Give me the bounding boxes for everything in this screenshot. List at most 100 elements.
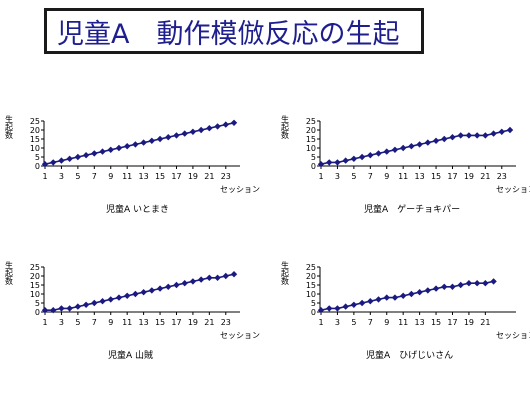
data-point: [358, 153, 366, 161]
data-point: [165, 134, 172, 141]
data-point: [416, 141, 423, 148]
data-point: [490, 130, 497, 137]
x-tick-label: 17: [171, 172, 181, 181]
data-point: [358, 299, 366, 307]
data-point: [50, 159, 57, 166]
data-point: [482, 132, 489, 139]
y-tick-label: 20: [30, 126, 40, 135]
data-point: [91, 299, 98, 307]
data-point: [197, 276, 205, 283]
y-axis-label: 生起数: [281, 114, 290, 140]
data-point: [334, 305, 341, 312]
data-point: [115, 144, 123, 152]
data-point: [334, 159, 341, 166]
data-point: [416, 289, 423, 296]
data-point: [82, 152, 90, 159]
x-tick-label: 5: [75, 172, 80, 181]
data-point: [148, 137, 156, 144]
y-tick-label: 0: [35, 162, 40, 171]
x-tick-label: 19: [464, 318, 474, 327]
data-point: [399, 292, 407, 299]
x-tick-label: 1: [42, 318, 47, 327]
x-tick-label: 9: [108, 318, 113, 327]
x-tick-label: 7: [368, 318, 373, 327]
data-point: [424, 287, 432, 294]
x-tick-label: 23: [221, 172, 231, 181]
data-point: [58, 157, 65, 164]
data-point: [498, 128, 505, 135]
x-tick-label: 21: [480, 318, 490, 327]
data-point: [367, 298, 374, 305]
data-point: [181, 280, 188, 287]
data-point: [123, 143, 131, 150]
data-point: [189, 278, 197, 285]
y-tick-label: 5: [35, 153, 40, 162]
data-point: [465, 280, 473, 287]
data-point: [189, 128, 197, 135]
x-tick-label: 11: [398, 172, 408, 181]
data-point: [206, 125, 213, 132]
x-axis-label: セッション: [496, 185, 530, 194]
y-tick-label: 25: [30, 263, 40, 272]
x-tick-label: 9: [108, 172, 113, 181]
data-point: [432, 137, 440, 144]
x-tick-label: 21: [204, 318, 214, 327]
y-tick-label: 0: [311, 308, 316, 317]
data-point: [132, 141, 139, 148]
x-tick-label: 9: [384, 318, 389, 327]
data-point: [41, 161, 49, 168]
x-axis-label: セッション: [220, 331, 260, 340]
data-point: [74, 153, 82, 161]
y-axis-label: 生起数: [5, 260, 14, 286]
data-point: [375, 296, 382, 303]
x-tick-label: 21: [480, 172, 490, 181]
x-tick-label: 13: [139, 172, 149, 181]
data-point: [449, 134, 456, 141]
data-point: [140, 139, 147, 146]
y-tick-label: 15: [30, 135, 40, 144]
y-tick-label: 5: [311, 299, 316, 308]
x-tick-label: 11: [398, 318, 408, 327]
chart-higejiisan: 051015202513579111315171921生起数セッション 児童A …: [276, 250, 530, 365]
y-tick-label: 5: [35, 299, 40, 308]
data-point: [173, 281, 180, 289]
data-point: [214, 123, 221, 130]
data-point: [383, 294, 390, 301]
x-tick-label: 23: [497, 172, 507, 181]
data-point: [107, 296, 114, 303]
x-tick-label: 3: [335, 172, 340, 181]
data-point: [123, 292, 131, 299]
series-line: [45, 273, 235, 312]
data-point: [74, 303, 82, 310]
x-tick-label: 9: [384, 172, 389, 181]
data-point: [432, 285, 440, 292]
data-point: [41, 307, 49, 314]
y-tick-label: 20: [306, 126, 316, 135]
y-tick-label: 15: [306, 281, 316, 290]
chart-caption: 児童A いとまき: [106, 205, 170, 215]
y-tick-label: 5: [311, 153, 316, 162]
data-point: [99, 148, 106, 155]
y-tick-label: 10: [306, 144, 316, 153]
data-point: [66, 155, 73, 162]
data-point: [457, 132, 464, 139]
data-point: [66, 305, 73, 312]
data-point: [342, 157, 349, 164]
data-point: [375, 150, 382, 157]
data-point: [342, 303, 349, 310]
data-point: [391, 146, 399, 153]
data-point: [482, 280, 489, 287]
y-tick-label: 20: [306, 272, 316, 281]
x-tick-label: 1: [42, 172, 47, 181]
data-point: [173, 132, 180, 139]
x-tick-label: 21: [204, 172, 214, 181]
data-point: [473, 280, 481, 287]
page-title: 児童A 動作模倣反応の生起: [44, 8, 424, 54]
chart-itomaki: 0 5 10 15 20 25 1 3 5 7 9 11 13 15 17 19 21 23 生起数 セッション 児童…: [0, 104, 261, 219]
y-axis-label: 生起数: [281, 260, 290, 286]
x-tick-label: 15: [431, 172, 441, 181]
data-point: [441, 283, 448, 290]
data-point: [214, 274, 221, 281]
x-tick-label: 19: [188, 318, 198, 327]
x-tick-label: 3: [59, 172, 64, 181]
